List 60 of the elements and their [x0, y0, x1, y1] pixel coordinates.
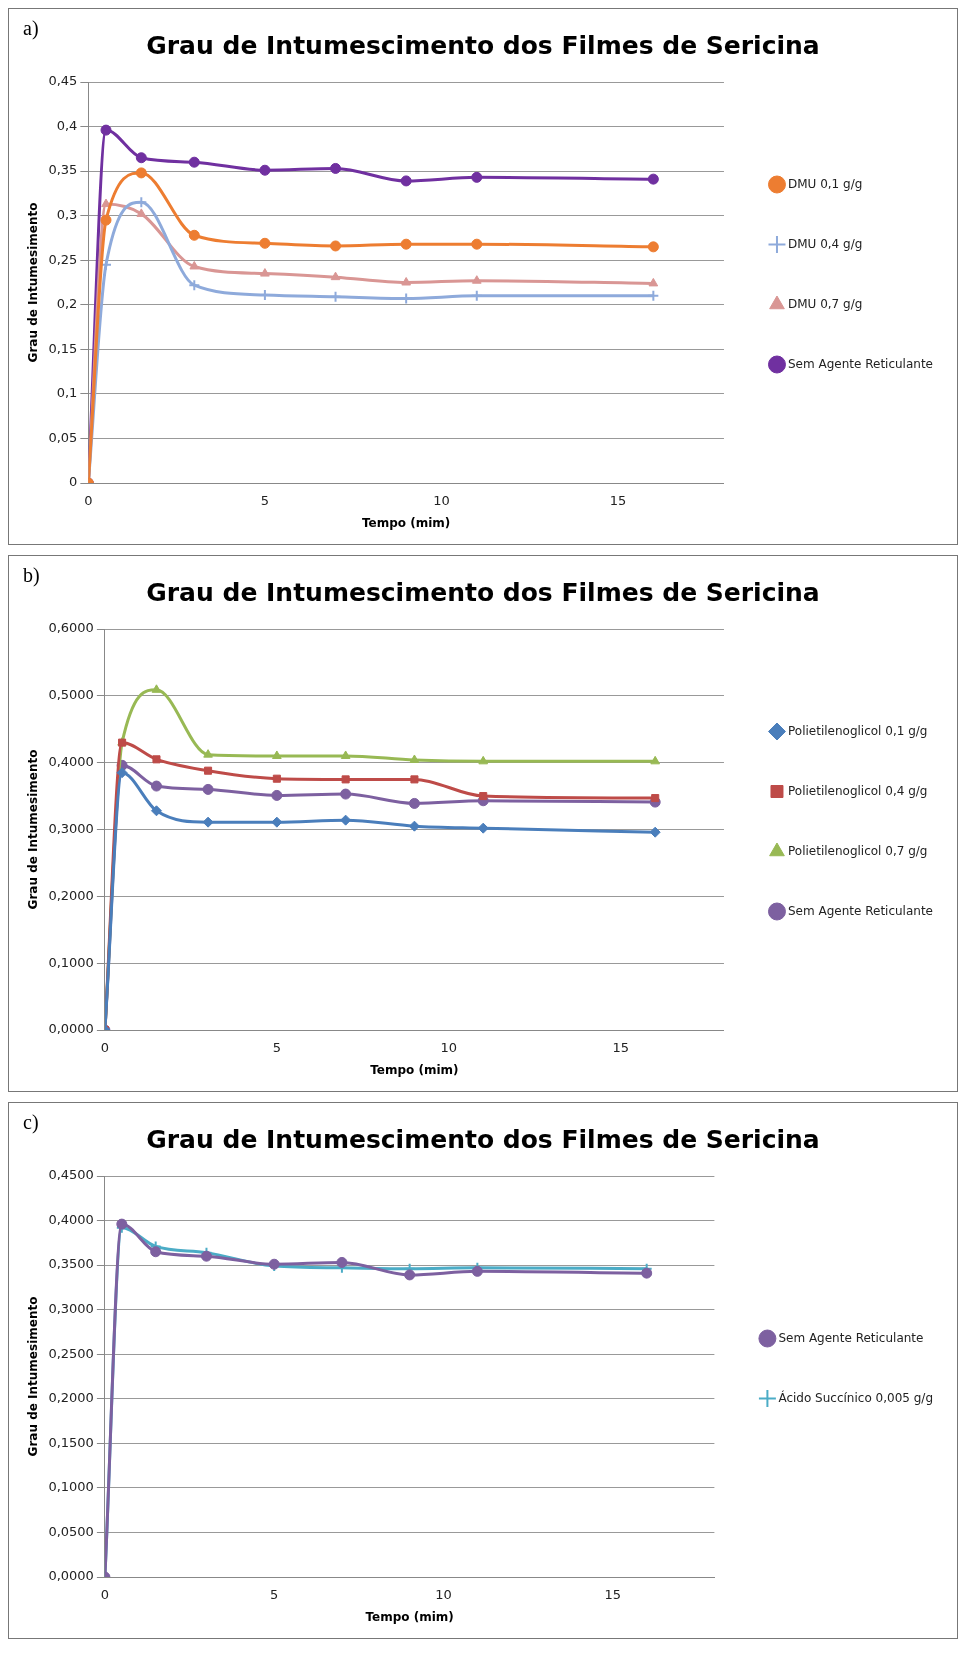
x-tick-label: 10 [440, 1040, 458, 1056]
legend-label: Sem Agente Reticulante [778, 1330, 924, 1345]
y-tick-label: 0,3500 [48, 1256, 94, 1272]
legend-label: Sem Agente Reticulante [787, 903, 934, 918]
legend-label: Sem Agente Reticulante [787, 356, 934, 371]
text: b) [23, 564, 40, 587]
x-tick-label: 10 [435, 1587, 452, 1603]
y-tick-label: 0,4500 [48, 1167, 94, 1183]
x-tick-label: 0 [100, 1040, 110, 1056]
legend-label: Polietilenoglicol 0,1 g/g [787, 723, 928, 738]
y-tick-label: 0,0000 [48, 1568, 94, 1584]
y-tick-label: 0,4 [56, 117, 78, 133]
x-tick-label: 0 [100, 1587, 110, 1603]
y-tick-label: 0,3 [56, 207, 78, 223]
x-tick-label: 15 [612, 1040, 630, 1056]
y-tick-label: 0,4000 [48, 754, 94, 770]
x-tick-label: 5 [260, 493, 270, 509]
y-tick-label: 0,25 [48, 251, 78, 267]
y-tick-label: 0,0000 [48, 1021, 94, 1037]
y-axis-title: Grau de Intumesimento [26, 202, 41, 363]
y-tick-label: 0,05 [48, 429, 78, 445]
y-tick-label: 0,1000 [48, 954, 94, 970]
y-tick-label: 0,2 [56, 296, 78, 312]
legend-label: DMU 0,1 g/g [787, 176, 863, 191]
y-tick-label: 0,0500 [48, 1523, 94, 1539]
y-axis-title: Grau de Intumesimento [26, 1296, 41, 1457]
y-tick-label: 0,45 [48, 73, 78, 89]
legend-label: Ácido Succínico 0,005 g/g [778, 1389, 933, 1405]
y-tick-label: 0,1500 [48, 1434, 94, 1450]
y-tick-label: 0,5000 [48, 687, 94, 703]
y-tick-label: 0,2500 [48, 1345, 94, 1361]
y-tick-label: 0,4000 [48, 1211, 94, 1227]
chart-title: Grau de Intumescimento dos Filmes de Sericina [146, 1124, 820, 1154]
text: a) [23, 17, 39, 40]
legend-label: Polietilenoglicol 0,7 g/g [787, 843, 928, 858]
x-tick-label: 15 [609, 493, 627, 509]
chart-title: Grau de Intumescimento dos Filmes de Sericina [146, 577, 820, 607]
y-tick-label: 0,1 [56, 385, 78, 401]
legend-label: Polietilenoglicol 0,4 g/g [787, 783, 928, 798]
legend-label: DMU 0,4 g/g [787, 236, 863, 251]
chart-title: Grau de Intumescimento dos Filmes de Sericina [146, 30, 820, 60]
y-tick-label: 0,1000 [48, 1479, 94, 1495]
x-axis-title: Tempo (mim) [361, 515, 451, 530]
x-tick-label: 10 [433, 493, 450, 509]
y-tick-label: 0,2000 [48, 1390, 94, 1406]
y-tick-label: 0,3000 [48, 820, 94, 836]
y-tick-label: 0,35 [48, 162, 78, 178]
y-tick-label: 0,2000 [48, 887, 94, 903]
legend-label: DMU 0,7 g/g [787, 296, 863, 311]
y-tick-label: 0 [69, 474, 78, 490]
y-axis-title: Grau de Intumesimento [26, 749, 41, 910]
y-tick-label: 0,15 [48, 340, 78, 356]
x-tick-label: 5 [272, 1040, 281, 1056]
x-axis-title: Tempo (mim) [365, 1609, 454, 1624]
x-tick-label: 5 [270, 1587, 279, 1603]
y-tick-label: 0,3000 [48, 1301, 94, 1317]
x-axis-title: Tempo (mim) [370, 1062, 459, 1077]
text: c) [23, 1111, 39, 1134]
y-tick-label: 0,6000 [48, 620, 94, 636]
x-tick-label: 15 [604, 1587, 622, 1603]
